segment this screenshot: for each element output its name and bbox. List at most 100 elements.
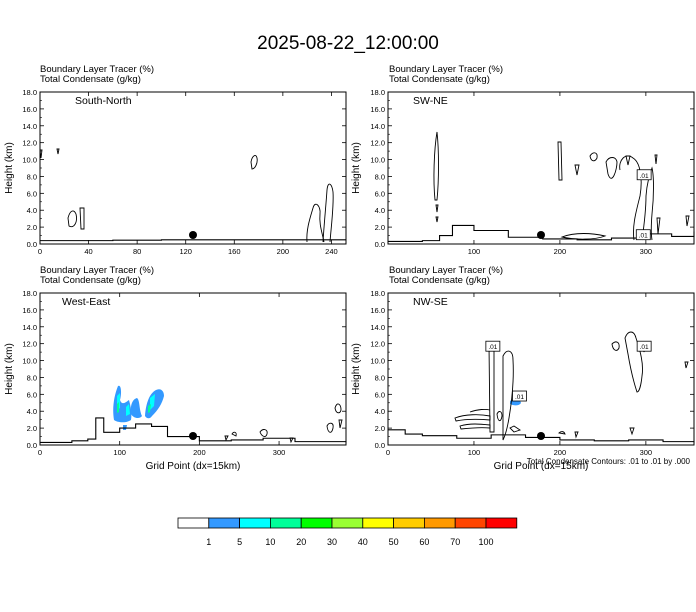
- contour-label: .01: [640, 344, 649, 351]
- colorbar-segment: [177, 517, 210, 529]
- panel-sw-ne: Boundary Layer Tracer (%) Total Condensa…: [351, 64, 695, 256]
- colorbar-label: 50: [389, 537, 399, 547]
- y-tick-label: 6.0: [27, 189, 37, 198]
- y-tick-label: 2.0: [27, 424, 37, 433]
- panel-nw-se: Boundary Layer Tracer (%) Total Condensa…: [351, 265, 695, 472]
- y-tick-label: 12.0: [370, 340, 385, 349]
- y-tick-label: 8.0: [375, 373, 385, 382]
- x-tick-label: 100: [113, 448, 126, 457]
- location-marker: [537, 231, 545, 239]
- y-tick-label: 14.0: [370, 323, 385, 332]
- colorbar-label: 30: [327, 537, 337, 547]
- tracer-region-10pct: [117, 402, 119, 413]
- colorbar-segment: [485, 517, 518, 529]
- colorbar-segment: [362, 517, 394, 529]
- panel-header-line2: Total Condensate (g/kg): [389, 275, 490, 286]
- contour-label-box: [636, 169, 652, 181]
- x-tick-label: 300: [273, 448, 286, 457]
- panel-west-east: Boundary Layer Tracer (%) Total Condensa…: [4, 265, 347, 472]
- x-tick-label: 100: [468, 448, 481, 457]
- y-tick-label: 12.0: [22, 139, 37, 148]
- panel-header-line2: Total Condensate (g/kg): [40, 74, 141, 85]
- contour-label-box: [512, 390, 527, 402]
- pbl-top-line: [388, 429, 695, 443]
- tracer-region-1pct: [113, 385, 132, 423]
- y-tick-label: 16.0: [370, 105, 385, 114]
- condensate-contours: [39, 148, 334, 243]
- colorbar-label: 10: [265, 537, 275, 547]
- x-tick-label: 120: [179, 247, 192, 256]
- plot-frame: [387, 292, 695, 446]
- y-axis-label: Height (km): [4, 142, 15, 194]
- y-axis-label: Height (km): [351, 142, 362, 194]
- contour-label-box: [485, 340, 501, 352]
- panel-name: SW-NE: [413, 95, 448, 107]
- y-tick-label: 14.0: [22, 122, 37, 131]
- colorbar-label: 40: [358, 537, 368, 547]
- contour-label: .01: [488, 344, 497, 351]
- y-tick-label: 0.0: [27, 240, 37, 249]
- x-tick-label: 200: [554, 247, 567, 256]
- panel-header-line1: Boundary Layer Tracer (%): [40, 64, 154, 75]
- y-tick-label: 10.0: [370, 357, 385, 366]
- contour-label-box: [635, 229, 651, 241]
- y-tick-label: 8.0: [27, 373, 37, 382]
- footnote: Total Condensate Contours: .01 to .01 by…: [527, 457, 691, 466]
- x-tick-label: 100: [468, 247, 481, 256]
- panel-header-line1: Boundary Layer Tracer (%): [389, 265, 503, 276]
- x-axis-label: Grid Point (dx=15km): [494, 461, 589, 472]
- y-tick-label: 0.0: [375, 441, 385, 450]
- colorbar-segment: [454, 517, 487, 529]
- colorbar-label: 1: [206, 537, 211, 547]
- condensate-contours: [224, 403, 343, 444]
- contour-label-box: [636, 340, 652, 352]
- colorbar: 1 5 10 20 30 40 50 60 70 100: [177, 517, 518, 547]
- colorbar-segment: [331, 517, 364, 529]
- x-tick-label: 160: [228, 247, 241, 256]
- y-tick-label: 6.0: [375, 390, 385, 399]
- plot-frame: [39, 292, 347, 446]
- pbl-top-line: [40, 417, 347, 444]
- y-tick-label: 16.0: [370, 306, 385, 315]
- pbl-top-line: [40, 239, 346, 242]
- x-tick-label: 80: [133, 247, 141, 256]
- y-tick-label: 2.0: [375, 223, 385, 232]
- colorbar-segment: [423, 517, 456, 529]
- y-axis-label: Height (km): [4, 343, 15, 395]
- colorbar-segment: [300, 517, 333, 529]
- x-tick-label: 0: [386, 448, 390, 457]
- y-tick-label: 8.0: [375, 172, 385, 181]
- x-tick-label: 300: [640, 247, 653, 256]
- y-tick-label: 12.0: [22, 340, 37, 349]
- panel-name: South-North: [75, 95, 132, 107]
- y-tick-label: 14.0: [22, 323, 37, 332]
- colorbar-segment: [208, 517, 241, 529]
- panel-south-north: Boundary Layer Tracer (%) Total Condensa…: [4, 64, 347, 256]
- colorbar-segment: [393, 517, 425, 529]
- y-tick-label: 2.0: [375, 424, 385, 433]
- y-tick-label: 16.0: [22, 105, 37, 114]
- y-tick-label: 4.0: [27, 206, 37, 215]
- y-tick-label: 0.0: [375, 240, 385, 249]
- x-tick-label: 0: [38, 247, 42, 256]
- tracer-region-1pct: [123, 425, 127, 430]
- x-tick-label: 240: [325, 247, 338, 256]
- tracer-region-5pct: [150, 394, 155, 410]
- panel-header-line2: Total Condensate (g/kg): [40, 275, 141, 286]
- colorbar-label: 20: [296, 537, 306, 547]
- x-tick-label: 200: [193, 448, 206, 457]
- y-tick-label: 14.0: [370, 122, 385, 131]
- y-tick-label: 16.0: [22, 306, 37, 315]
- colorbar-segment: [269, 517, 302, 529]
- tracer-region-1pct: [145, 389, 164, 419]
- tracer-region-1pct: [130, 398, 142, 419]
- y-tick-label: 4.0: [375, 407, 385, 416]
- x-tick-label: 200: [554, 448, 567, 457]
- y-tick-label: 10.0: [22, 156, 37, 165]
- tracer-region-10pct: [148, 404, 151, 413]
- contour-label: .01: [640, 173, 649, 180]
- y-tick-label: 8.0: [27, 172, 37, 181]
- condensate-contours: [433, 131, 690, 241]
- y-tick-label: 6.0: [27, 390, 37, 399]
